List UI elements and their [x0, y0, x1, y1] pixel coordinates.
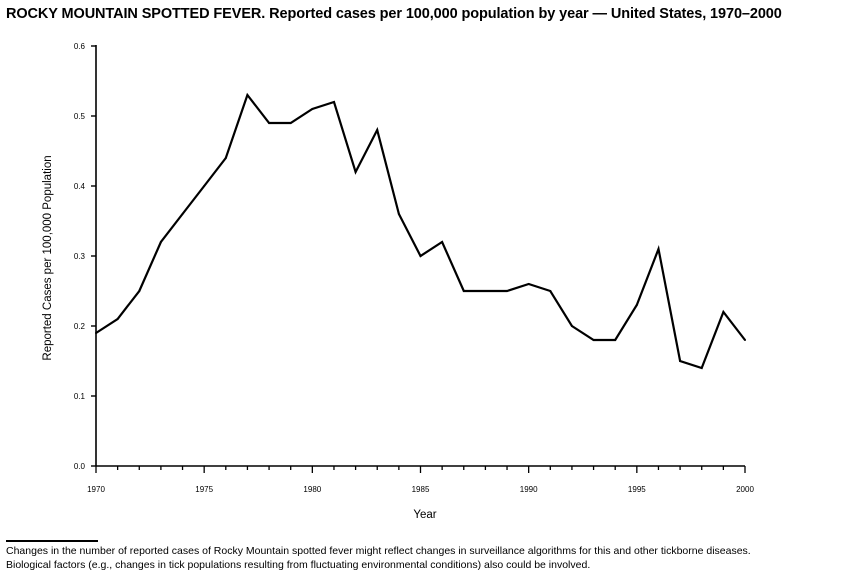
data-point — [700, 367, 703, 369]
y-tick-label: 0.6 — [74, 42, 86, 51]
data-point — [95, 332, 97, 334]
y-tick-label: 0.2 — [74, 322, 86, 331]
data-point — [549, 290, 552, 292]
data-point — [268, 122, 271, 124]
data-point — [657, 248, 660, 250]
data-point — [159, 241, 162, 243]
x-tick-label: 2000 — [736, 485, 754, 494]
data-point — [116, 318, 119, 320]
data-point — [484, 290, 487, 292]
footnote: Changes in the number of reported cases … — [6, 544, 856, 572]
y-tick-label: 0.5 — [74, 112, 86, 121]
data-point — [744, 339, 746, 341]
y-tick-label: 0.0 — [74, 462, 86, 471]
data-point — [181, 213, 184, 215]
data-point — [722, 311, 725, 313]
y-tick-label: 0.3 — [74, 252, 86, 261]
footnote-rule — [6, 540, 98, 542]
data-point — [592, 339, 595, 341]
footnote-line-2: Biological factors (e.g., changes in tic… — [6, 559, 591, 571]
data-point — [289, 122, 292, 124]
y-tick-label: 0.1 — [74, 392, 86, 401]
data-point — [246, 94, 249, 96]
y-axis-title: Reported Cases per 100,000 Population — [42, 155, 54, 360]
x-tick-label: 1995 — [628, 485, 646, 494]
data-point — [441, 241, 444, 243]
data-point — [376, 129, 379, 131]
chart-title: ROCKY MOUNTAIN SPOTTED FEVER. Reported c… — [6, 6, 782, 22]
data-point — [570, 325, 573, 327]
data-point — [635, 304, 638, 306]
x-tick-label: 1975 — [195, 485, 213, 494]
data-point — [462, 290, 465, 292]
x-axis-title: Year — [413, 509, 436, 521]
data-point — [419, 255, 422, 257]
data-point — [614, 339, 617, 341]
data-point — [679, 360, 682, 362]
x-tick-label: 1980 — [303, 485, 321, 494]
data-point — [397, 213, 400, 215]
series-line — [95, 92, 746, 370]
data-point — [203, 185, 206, 187]
data-point — [224, 157, 227, 159]
x-tick-label: 1970 — [87, 485, 105, 494]
data-point — [506, 290, 509, 292]
data-point — [138, 290, 141, 292]
footnote-line-1: Changes in the number of reported cases … — [6, 545, 751, 557]
y-tick-label: 0.4 — [74, 182, 86, 191]
x-tick-label: 1990 — [520, 485, 538, 494]
data-point — [332, 101, 335, 103]
data-point — [354, 171, 357, 173]
data-point — [311, 108, 314, 110]
x-tick-label: 1985 — [412, 485, 430, 494]
data-point — [527, 283, 530, 285]
